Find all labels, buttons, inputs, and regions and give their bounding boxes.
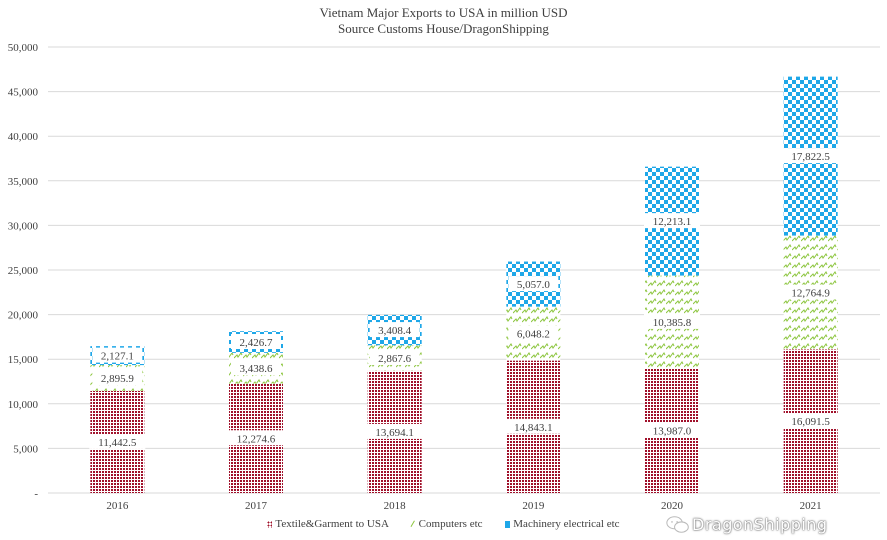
x-tick-label: 2019 <box>522 500 545 512</box>
y-tick-label: 30,000 <box>8 220 39 232</box>
data-label-bg <box>228 430 284 446</box>
data-label-bg <box>369 350 420 366</box>
legend-swatch-computers <box>410 520 418 529</box>
data-label: 14,843.1 <box>514 422 553 434</box>
gridlines <box>48 46 880 494</box>
data-label: 16,091.5 <box>791 416 830 428</box>
legend-label-computers: Computers etc <box>418 518 483 530</box>
data-label: 2,426.7 <box>240 337 274 349</box>
data-label-bg <box>508 325 559 341</box>
legend-item-textile: Textile&Garment to USA <box>267 518 389 530</box>
y-tick-label: 20,000 <box>8 310 39 322</box>
y-tick-label: - <box>34 488 38 500</box>
legend: Textile&Garment to USA Computers etc Mac… <box>0 518 887 530</box>
legend-label-textile: Textile&Garment to USA <box>275 518 389 530</box>
y-tick-label: 40,000 <box>8 131 39 143</box>
data-label: 17,822.5 <box>791 151 830 163</box>
wechat-icon <box>666 516 689 533</box>
data-label: 2,127.1 <box>101 351 134 363</box>
x-tick-label: 2018 <box>384 500 407 512</box>
data-label: 12,274.6 <box>237 433 276 445</box>
data-label-bg <box>644 422 700 438</box>
data-label: 5,057.0 <box>517 279 551 291</box>
data-label: 10,385.8 <box>653 317 692 329</box>
data-label: 2,867.6 <box>378 353 412 365</box>
data-label: 12,764.9 <box>791 288 830 300</box>
data-label-bg <box>782 148 839 164</box>
bars: 11,442.5 2,895.9 2,127.1 12,274.6 3,438.6 2,4… <box>89 76 839 493</box>
data-label-bg <box>231 334 281 350</box>
data-label-bg <box>92 370 143 386</box>
data-label: 3,438.6 <box>240 363 274 375</box>
y-axis: - 5,000 10,000 15,000 20,000 25,000 30,000 35,0… <box>8 42 39 500</box>
y-tick-label: 15,000 <box>8 354 39 366</box>
legend-swatch-textile <box>267 520 273 528</box>
legend-item-machinery: Machinery electrical etc <box>505 518 620 530</box>
data-label-bg <box>366 423 423 439</box>
data-label-bg <box>644 313 700 329</box>
y-tick-label: 50,000 <box>8 42 39 54</box>
data-label-bg <box>508 276 559 292</box>
x-axis: 2016 2017 2018 2019 2020 2021 <box>106 500 821 512</box>
x-tick-label: 2016 <box>106 500 129 512</box>
data-label: 2,895.9 <box>101 373 135 385</box>
x-tick-label: 2020 <box>661 500 684 512</box>
x-tick-label: 2017 <box>245 500 268 512</box>
chart-title: Vietnam Major Exports to USA in million … <box>319 5 568 20</box>
y-tick-label: 5,000 <box>13 443 38 455</box>
y-tick-label: 10,000 <box>8 399 39 411</box>
legend-item-computers: Computers etc <box>410 518 483 530</box>
data-label-bg <box>782 413 839 429</box>
data-label: 13,694.1 <box>375 427 414 439</box>
y-tick-label: 35,000 <box>8 176 39 188</box>
watermark: DragonShipping <box>692 515 828 534</box>
data-label-bg <box>505 418 562 434</box>
data-label-bg <box>369 322 420 338</box>
data-label-bg <box>89 433 146 449</box>
legend-swatch-machinery <box>505 520 511 528</box>
data-label-bg <box>782 284 839 300</box>
y-tick-label: 45,000 <box>8 87 39 99</box>
data-label-bg <box>231 360 281 376</box>
data-label-bg <box>644 213 700 229</box>
data-label: 12,213.1 <box>653 216 692 228</box>
data-label-bg <box>92 347 143 363</box>
data-label: 13,987.0 <box>653 426 692 438</box>
x-tick-label: 2021 <box>800 500 822 512</box>
data-label: 11,442.5 <box>98 437 137 449</box>
y-tick-label: 25,000 <box>8 265 39 277</box>
legend-label-machinery: Machinery electrical etc <box>513 518 620 530</box>
chart-subtitle: Source Customs House/DragonShipping <box>338 21 549 36</box>
data-label: 3,408.4 <box>378 325 412 337</box>
data-label: 6,048.2 <box>517 329 550 341</box>
